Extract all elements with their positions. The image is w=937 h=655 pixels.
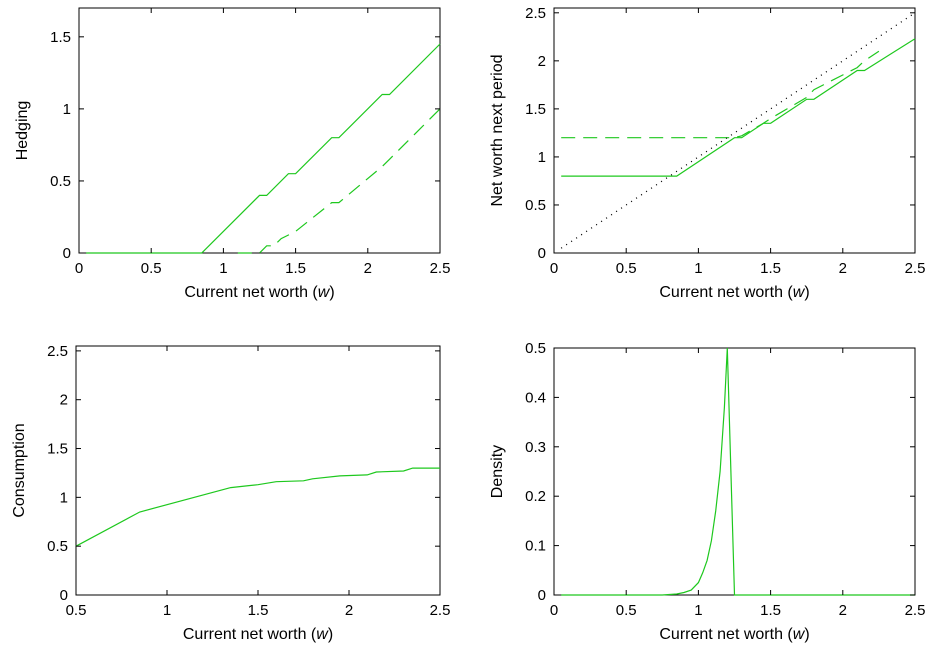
- y-tick-label: 0.5: [50, 173, 71, 190]
- x-tick-label: 0.5: [66, 602, 87, 619]
- x-tick-label: 2: [839, 602, 847, 619]
- y-tick-label: 0: [538, 245, 546, 262]
- series-line-solid: [561, 347, 915, 596]
- x-tick-label: 1.5: [760, 602, 781, 619]
- plot-area: [75, 345, 441, 596]
- x-tick-label: 1: [694, 260, 702, 277]
- series-line-solid: [75, 467, 440, 547]
- y-tick-label: 0.5: [525, 340, 546, 357]
- y-tick-label: 0.5: [525, 197, 546, 214]
- y-tick-label: 0.5: [47, 538, 68, 555]
- x-tick-label: 0: [550, 602, 558, 619]
- y-tick-label: 2: [538, 53, 546, 70]
- y-tick-label: 2.5: [47, 343, 68, 360]
- series-line-solid: [86, 43, 441, 254]
- y-tick-label: 2: [60, 392, 68, 409]
- series-line-dotted: [560, 12, 916, 249]
- y-axis-label: Consumption: [11, 423, 28, 517]
- x-tick-label: 2: [839, 260, 847, 277]
- x-tick-label: 0: [550, 260, 558, 277]
- x-tick-label: 1.5: [760, 260, 781, 277]
- x-axis-label: Current net worth (w): [659, 284, 809, 301]
- y-tick-label: 1: [538, 149, 546, 166]
- y-axis-label: Density: [489, 445, 506, 498]
- y-tick-label: 1.5: [50, 29, 71, 46]
- x-tick-label: 2: [364, 260, 372, 277]
- y-tick-label: 0.4: [525, 389, 546, 406]
- x-tick-label: 2.5: [905, 260, 926, 277]
- x-tick-label: 2.5: [905, 602, 926, 619]
- plot-area: [553, 7, 916, 254]
- y-tick-label: 0.2: [525, 488, 546, 505]
- y-tick-label: 0: [538, 587, 546, 604]
- series-line-solid: [561, 38, 916, 177]
- x-tick-label: 2: [345, 602, 353, 619]
- y-tick-label: 0: [60, 587, 68, 604]
- x-tick-label: 1: [219, 260, 227, 277]
- chart-net-worth-next: 0 0.5 1 1.5 2 2.5 0 0.5 1 1.5 2 2.5 Current net wort…: [489, 5, 925, 301]
- x-tick-label: 0: [75, 260, 83, 277]
- x-axis-label: Current net worth (w): [659, 626, 809, 643]
- y-axis-label: Hedging: [14, 101, 31, 161]
- y-tick-label: 1: [63, 101, 71, 118]
- chart-density: 0 0.5 1 1.5 2 2.5 0 0.1 0.2 0.3 0.4 0.5 Current net …: [489, 340, 925, 643]
- x-axis-label: Current net worth (w): [184, 284, 334, 301]
- x-tick-label: 1: [694, 602, 702, 619]
- y-tick-label: 2.5: [525, 5, 546, 22]
- x-tick-label: 2.5: [430, 260, 451, 277]
- x-tick-label: 1: [163, 602, 171, 619]
- y-tick-label: 0: [63, 245, 71, 262]
- plot-area: [553, 347, 916, 596]
- y-tick-label: 1.5: [525, 101, 546, 118]
- y-tick-label: 0.1: [525, 538, 546, 555]
- x-tick-label: 2.5: [430, 602, 451, 619]
- x-tick-label: 0.5: [616, 260, 637, 277]
- y-axis-label: Net worth next period: [489, 54, 506, 206]
- x-axis-label: Current net worth (w): [183, 626, 333, 643]
- y-tick-label: 1.5: [47, 441, 68, 458]
- y-tick-label: 0.3: [525, 439, 546, 456]
- series-line-dashed: [561, 50, 880, 139]
- x-tick-label: 1.5: [248, 602, 269, 619]
- x-tick-label: 1.5: [285, 260, 306, 277]
- y-tick-label: 1: [60, 489, 68, 506]
- plot-area: [78, 7, 441, 254]
- x-tick-label: 0.5: [616, 602, 637, 619]
- series-line-dashed: [237, 108, 441, 254]
- x-tick-label: 0.5: [141, 260, 162, 277]
- chart-hedging: 0 0.5 1 1.5 2 2.5 0 0.5 1 1.5 Current net worth (w…: [14, 7, 451, 301]
